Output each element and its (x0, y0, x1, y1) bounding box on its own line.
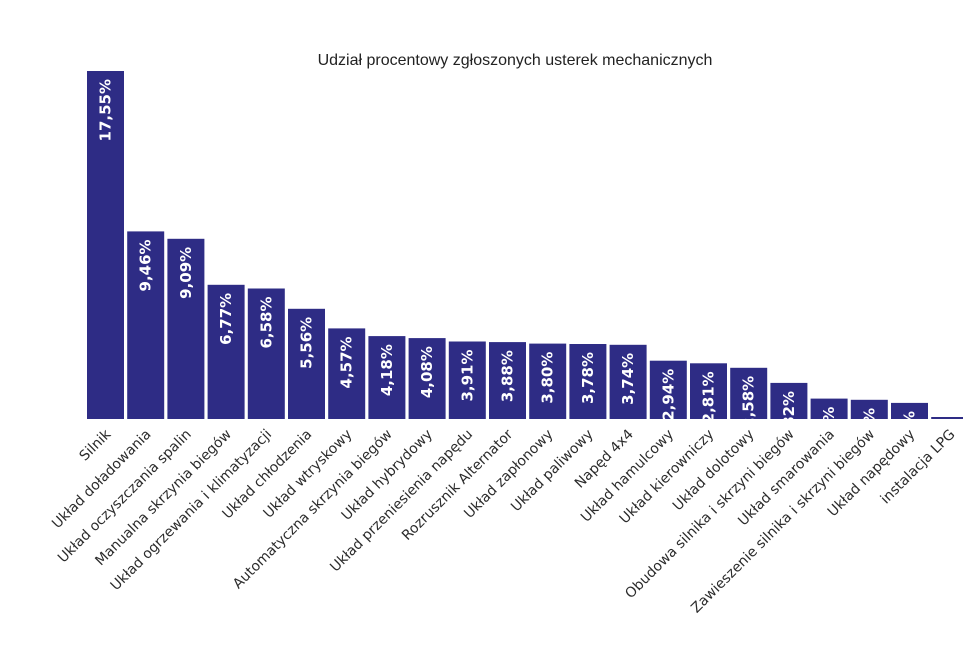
bar-value-label: 4,18% (378, 344, 396, 396)
bar (247, 288, 285, 419)
bar (850, 399, 888, 419)
bar (569, 344, 607, 419)
bar-value-label: 4,08% (418, 346, 436, 398)
bar (529, 343, 567, 419)
bar-value-label: 9,46% (137, 239, 155, 291)
bar (931, 417, 963, 419)
category-label: Silnik (76, 426, 114, 464)
bar-value-label: 1,82% (780, 391, 798, 443)
bar-value-label: 2,94% (659, 369, 677, 421)
bar-value-label: 2,81% (700, 371, 718, 423)
bar (368, 336, 406, 419)
bar-value-label: 4,57% (338, 336, 356, 388)
bar-value-label: 0,81% (901, 411, 919, 463)
bar (730, 367, 768, 419)
bar (770, 382, 808, 419)
bar (408, 338, 446, 419)
value-labels-group: 17,55% 9,46% 9,09% 6,77% 6,58% 5,56% 4,57% 4,18… (97, 79, 959, 477)
bar-value-label: 0,10% (941, 425, 959, 477)
bar (891, 402, 928, 419)
bars-group (87, 71, 963, 419)
bar-value-label: 1,03% (820, 407, 838, 459)
bar (167, 238, 205, 419)
bar-value-label: 6,58% (257, 297, 275, 349)
bar-value-label: 3,88% (499, 350, 517, 402)
bar (810, 398, 848, 419)
bar-value-label: 9,09% (177, 247, 195, 299)
bar (127, 231, 165, 419)
bar-value-label: 5,56% (298, 317, 316, 369)
bar (448, 341, 486, 419)
chart-title: Udział procentowy zgłoszonych usterek me… (318, 52, 713, 69)
bar (288, 308, 325, 419)
bar-value-label: 0,97% (860, 408, 878, 460)
bar (649, 360, 687, 419)
bar (690, 363, 727, 419)
bar (87, 71, 124, 419)
bar-value-label: 3,78% (579, 352, 597, 404)
bar (489, 342, 526, 419)
bar-value-label: 3,74% (619, 353, 637, 405)
bar (207, 284, 245, 419)
bar-value-label: 3,91% (458, 350, 476, 402)
bar-value-label: 3,80% (539, 352, 557, 404)
bar (609, 344, 647, 419)
bar-value-label: 6,77% (217, 293, 235, 345)
bar (328, 328, 366, 419)
bar-value-label: 2,58% (740, 376, 758, 428)
bar-value-label: 17,55% (97, 79, 115, 141)
